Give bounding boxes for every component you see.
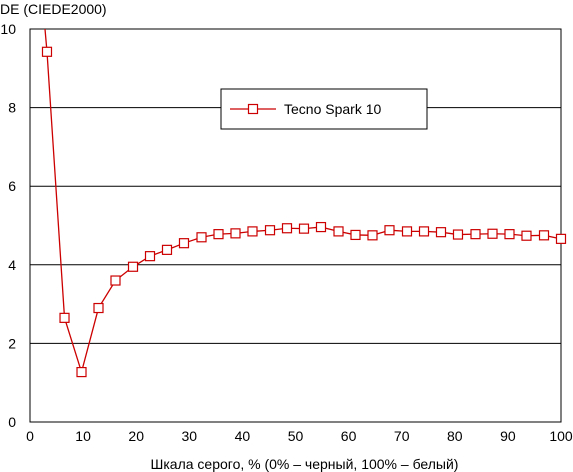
- series-0: [41, 29, 567, 378]
- data-point-marker: [281, 223, 293, 234]
- data-point-marker: [367, 230, 378, 241]
- data-point-marker: [144, 251, 156, 262]
- data-point-marker: [178, 238, 190, 249]
- y-tick-label: 0: [8, 414, 16, 430]
- data-point-marker: [418, 226, 430, 237]
- data-point-marker: [435, 227, 447, 238]
- x-tick-label: 40: [235, 428, 251, 444]
- y-tick-label: 4: [8, 257, 16, 273]
- y-axis-tick-labels: 0 2 4 6 8 10: [0, 21, 16, 430]
- legend-series-name: Tecno Spark 10: [284, 101, 381, 117]
- data-point-marker: [538, 230, 550, 241]
- y-tick-label: 6: [8, 178, 16, 194]
- data-point-marker: [298, 223, 310, 234]
- y-tick-label: 10: [0, 21, 16, 37]
- horizontal-gridlines: [30, 107, 561, 344]
- data-point-marker: [333, 226, 344, 237]
- x-tick-label: 80: [447, 428, 463, 444]
- data-point-marker: [555, 233, 567, 244]
- x-tick-label: 20: [128, 428, 144, 444]
- data-point-marker: [384, 225, 395, 236]
- data-point-marker: [196, 232, 207, 243]
- x-tick-label: 90: [500, 428, 516, 444]
- data-point-marker: [504, 229, 515, 240]
- data-point-marker: [110, 275, 121, 286]
- x-axis-title: Шкала серого, % (0% – черный, 100% – бел…: [151, 456, 459, 472]
- data-point-marker: [401, 226, 413, 237]
- data-point-marker: [230, 228, 241, 239]
- series-layer: [41, 29, 567, 378]
- legend: Tecno Spark 10: [220, 88, 428, 130]
- data-point-marker: [470, 229, 481, 240]
- x-tick-label: 30: [182, 428, 198, 444]
- y-tick-label: 2: [8, 335, 16, 351]
- data-point-marker: [487, 228, 498, 239]
- data-point-marker: [350, 229, 361, 241]
- data-point-marker: [521, 230, 532, 241]
- data-point-marker: [213, 229, 224, 240]
- legend-series-marker: [247, 103, 259, 115]
- x-tick-label: 60: [341, 428, 357, 444]
- x-tick-label: 100: [549, 428, 573, 444]
- series-line: [44, 29, 561, 375]
- x-axis-tick-labels: 0 10 20 30 40 50 60 70 80 90 100: [26, 428, 573, 444]
- x-tick-label: 10: [75, 428, 91, 444]
- data-point-marker: [93, 302, 104, 314]
- data-point-marker: [41, 46, 53, 57]
- x-tick-label: 0: [26, 428, 34, 444]
- x-tick-label: 50: [288, 428, 304, 444]
- data-point-marker: [452, 229, 464, 240]
- data-point-marker: [76, 366, 87, 378]
- data-point-marker: [161, 244, 173, 255]
- y-axis-title: DE (CIEDE2000): [0, 1, 107, 17]
- data-point-marker: [315, 221, 327, 233]
- data-point-marker: [59, 312, 70, 323]
- data-point-marker: [247, 226, 258, 237]
- x-tick-label: 70: [394, 428, 410, 444]
- data-point-marker: [127, 261, 139, 272]
- y-tick-label: 8: [8, 100, 16, 116]
- plot-area-frame: [29, 28, 562, 423]
- data-point-marker: [264, 225, 276, 236]
